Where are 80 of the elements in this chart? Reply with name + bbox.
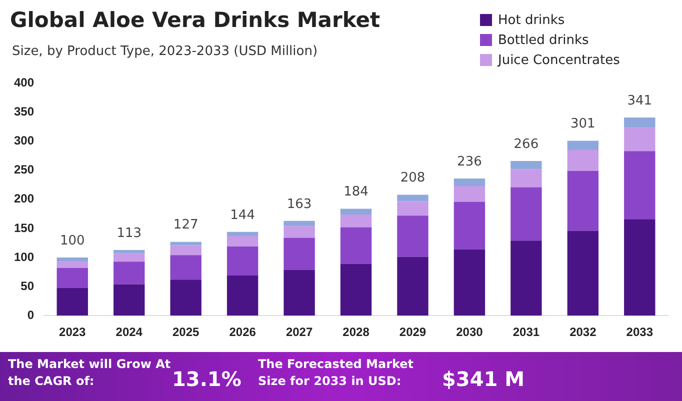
- x-tick-label: 2032: [570, 325, 597, 340]
- bar: [170, 242, 202, 246]
- bar: [284, 238, 315, 270]
- y-tick-label: 250: [14, 162, 34, 177]
- bar: [226, 236, 258, 246]
- legend-label: Hot drinks: [498, 12, 565, 28]
- x-tick-label: 2025: [172, 325, 200, 340]
- y-tick-label: 0: [27, 308, 34, 322]
- bar: [340, 208, 372, 215]
- bar: [510, 240, 542, 316]
- bar: [226, 232, 258, 236]
- bar: [624, 219, 656, 316]
- x-tick-label: 2028: [342, 325, 370, 340]
- total-label: 100: [60, 233, 85, 248]
- x-tick-label: 2030: [456, 325, 484, 340]
- total-label: 341: [627, 93, 652, 108]
- total-label: 113: [116, 226, 142, 241]
- bar: [114, 253, 145, 262]
- bar: [397, 256, 428, 316]
- y-tick-label: 100: [14, 250, 34, 264]
- total-label: 184: [344, 184, 368, 200]
- y-tick-label: 350: [14, 104, 34, 119]
- bar: [510, 161, 542, 170]
- y-tick-label: 150: [14, 220, 34, 235]
- bar: [284, 226, 315, 238]
- bar: [170, 245, 202, 256]
- x-tick-label: 2031: [512, 325, 540, 340]
- x-tick-label: 2023: [59, 325, 86, 340]
- y-tick-label: 200: [14, 192, 34, 206]
- chart-title: Global Aloe Vera Drinks Market: [10, 8, 380, 32]
- bar: [56, 268, 88, 288]
- x-tick-label: 2033: [626, 325, 654, 340]
- bar: [567, 140, 599, 150]
- bar: [226, 246, 258, 276]
- bar: [114, 250, 145, 254]
- bar: [226, 276, 258, 316]
- bar: [284, 220, 315, 226]
- bar: [170, 280, 202, 316]
- bar: [624, 128, 656, 152]
- bar: [567, 150, 599, 171]
- x-tick-label: 2027: [286, 325, 313, 340]
- total-label: 127: [173, 218, 198, 233]
- y-tick-label: 300: [14, 134, 34, 148]
- total-label: 236: [457, 154, 482, 170]
- bar: [454, 186, 486, 202]
- bar: [114, 262, 145, 284]
- total-label: 208: [400, 170, 426, 186]
- bar: [510, 169, 542, 188]
- x-tick-label: 2024: [116, 325, 143, 340]
- bar: [56, 288, 88, 316]
- bar: [567, 170, 599, 231]
- bar: [454, 202, 486, 250]
- bar: [114, 284, 145, 316]
- bar: [454, 249, 486, 316]
- bar: [56, 260, 88, 268]
- bar: [567, 230, 599, 316]
- bar: [284, 270, 315, 316]
- bar: [510, 187, 542, 241]
- chart-subtitle: Size, by Product Type, 2023-2033 (USD Million): [12, 44, 318, 59]
- bar: [624, 117, 656, 128]
- bar: [170, 255, 202, 280]
- total-label: 163: [286, 196, 312, 212]
- bar: [397, 216, 428, 257]
- total-label: 266: [514, 136, 539, 152]
- bar: [340, 214, 372, 228]
- bar: [397, 194, 428, 202]
- bar: [56, 258, 88, 261]
- bar: [340, 264, 372, 316]
- bar: [454, 178, 486, 186]
- legend-label: Juice Concentrates: [498, 52, 620, 68]
- x-tick-label: 2026: [229, 325, 256, 340]
- bar: [340, 227, 372, 264]
- total-label: 301: [570, 116, 596, 132]
- x-tick-label: 2029: [399, 325, 426, 340]
- y-tick-label: 50: [20, 278, 34, 293]
- legend-label: Bottled drinks: [498, 32, 589, 48]
- bar: [624, 151, 656, 220]
- bar: [397, 201, 428, 216]
- total-label: 144: [230, 208, 255, 223]
- y-tick-label: 400: [14, 76, 34, 90]
